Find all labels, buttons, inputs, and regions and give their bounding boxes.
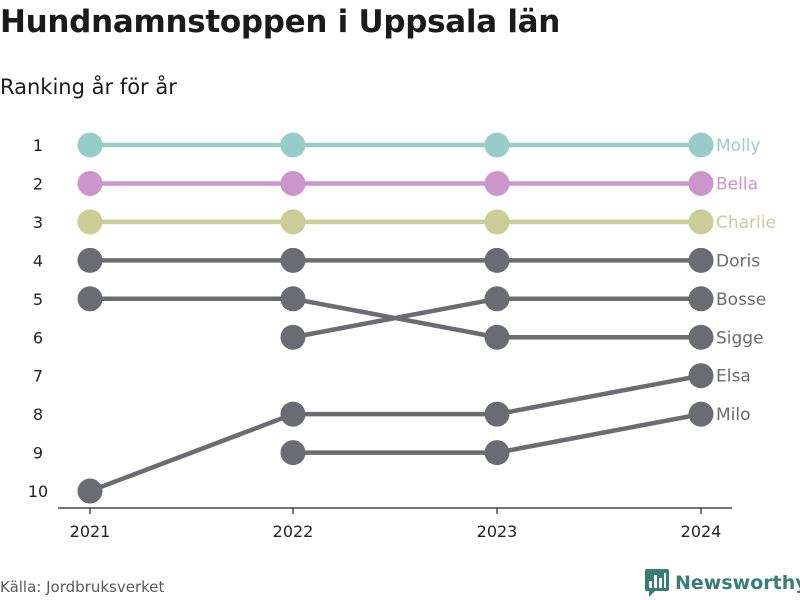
data-point-milo	[280, 440, 306, 466]
series-label-milo: Milo	[716, 405, 751, 425]
data-point-elsa	[484, 401, 510, 427]
data-point-doris	[484, 247, 510, 273]
series-label-molly: Molly	[716, 136, 761, 156]
data-point-charlie	[484, 209, 510, 235]
series-label-doris: Doris	[716, 251, 760, 271]
data-point-bosse	[484, 286, 510, 312]
data-point-bella	[77, 170, 103, 196]
x-tick-label: 2022	[273, 522, 314, 541]
series-label-bella: Bella	[716, 174, 758, 194]
data-point-bella	[688, 170, 714, 196]
data-point-milo	[484, 440, 510, 466]
data-point-sigge	[77, 286, 103, 312]
data-point-sigge	[688, 324, 714, 350]
y-tick-label: 2	[33, 174, 43, 193]
y-tick-label: 3	[33, 213, 43, 232]
data-point-doris	[280, 247, 306, 273]
x-tick-label: 2023	[477, 522, 518, 541]
data-point-bella	[280, 170, 306, 196]
series-label-charlie: Charlie	[716, 213, 776, 233]
data-point-molly	[280, 132, 306, 158]
data-point-charlie	[280, 209, 306, 235]
data-point-doris	[688, 247, 714, 273]
data-point-molly	[484, 132, 510, 158]
series-label-elsa: Elsa	[716, 367, 751, 387]
y-tick-label: 8	[33, 405, 43, 424]
data-point-doris	[77, 247, 103, 273]
brand-logo: Newsworthy	[645, 569, 800, 597]
y-tick-label: 10	[28, 482, 48, 501]
data-point-charlie	[77, 209, 103, 235]
y-tick-label: 9	[33, 444, 43, 463]
data-point-sigge	[280, 286, 306, 312]
data-point-elsa	[77, 478, 103, 504]
x-tick-label: 2021	[70, 522, 111, 541]
bar-chart-logo-icon	[645, 569, 669, 597]
data-point-molly	[77, 132, 103, 158]
x-tick-label: 2024	[681, 522, 722, 541]
data-point-milo	[688, 401, 714, 427]
data-point-bella	[484, 170, 510, 196]
chart-title: Hundnamnstoppen i Uppsala län	[0, 4, 561, 40]
series-line-sigge	[90, 296, 701, 340]
y-tick-label: 5	[33, 290, 43, 309]
data-point-charlie	[688, 209, 714, 235]
y-tick-label: 4	[33, 251, 43, 270]
series-label-sigge: Sigge	[716, 328, 764, 348]
data-point-elsa	[688, 363, 714, 389]
data-point-elsa	[280, 401, 306, 427]
y-tick-label: 1	[33, 136, 43, 155]
series-line-elsa	[89, 373, 702, 494]
series-label-bosse: Bosse	[716, 290, 766, 310]
source-label: Källa: Jordbruksverket	[0, 578, 165, 596]
y-tick-label: 6	[33, 328, 43, 347]
data-point-bosse	[280, 324, 306, 350]
data-point-molly	[688, 132, 714, 158]
y-tick-label: 7	[33, 367, 43, 386]
brand-name: Newsworthy	[675, 572, 800, 594]
data-point-bosse	[688, 286, 714, 312]
data-point-sigge	[484, 324, 510, 350]
chart-subtitle: Ranking år för år	[0, 75, 177, 99]
